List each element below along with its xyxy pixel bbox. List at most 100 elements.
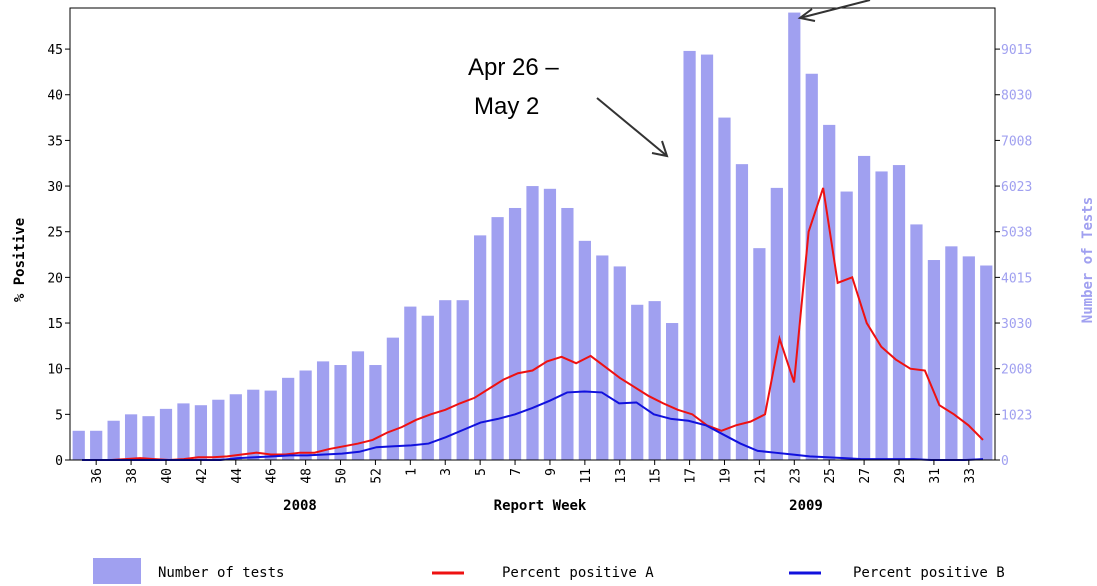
bar (561, 207, 574, 460)
bar (840, 191, 853, 461)
annotation-arrow-top (797, 0, 871, 22)
bar (613, 266, 626, 460)
bar (439, 300, 452, 460)
bar (142, 416, 155, 460)
annotation-arrow (596, 97, 669, 158)
right-tick-label: 6023 (1001, 180, 1032, 195)
bar (369, 365, 382, 460)
bar (247, 389, 260, 460)
bar (159, 408, 173, 460)
x-tick-label: 27 (858, 468, 873, 484)
bar (805, 73, 818, 460)
bar (72, 430, 85, 460)
left-tick-label: 30 (47, 180, 63, 195)
bar (927, 260, 941, 460)
bar (421, 315, 434, 460)
x-tick-label: 9 (544, 468, 559, 476)
left-tick-label: 25 (47, 226, 63, 241)
bar (90, 430, 103, 460)
x-tick-label: 29 (893, 468, 908, 484)
bar (543, 188, 557, 461)
legend-swatch-tests (93, 558, 141, 584)
x-tick-label: 25 (823, 468, 838, 484)
bar (194, 405, 208, 460)
x-axis-title: Report Week (494, 498, 587, 514)
bar (404, 306, 417, 460)
bar (683, 50, 696, 461)
bar (316, 361, 330, 460)
right-tick-label: 3030 (1001, 317, 1032, 332)
bar (892, 165, 906, 460)
x-tick-label: 38 (125, 468, 140, 484)
line-series-b (82, 390, 984, 461)
x-tick-label: 52 (369, 468, 384, 484)
x-tick-label: 5 (474, 468, 489, 476)
bar (107, 420, 120, 460)
x-tick-label: 48 (300, 468, 315, 484)
left-tick-label: 0 (55, 454, 63, 469)
bar (177, 403, 190, 460)
left-axis-ticks: 0 5 10 15 20 25 30 35 40 45 (47, 43, 70, 469)
bar (718, 117, 731, 460)
x-tick-label: 21 (753, 468, 768, 484)
bar (788, 12, 801, 460)
x-tick-label: 44 (230, 468, 245, 484)
bar (578, 240, 591, 460)
right-tick-label: 9015 (1001, 43, 1032, 58)
left-tick-label: 15 (47, 317, 63, 332)
bar (962, 256, 975, 460)
plot-frame (69, 7, 996, 461)
right-tick-label: 2008 (1001, 363, 1032, 378)
legend-label-lineA: Percent positive A (502, 565, 654, 581)
left-axis-title: % Positive (12, 218, 28, 302)
right-axis-ticks: 0 1023 2008 3030 4015 5038 6023 7008 8030 9015 (995, 43, 1032, 469)
bar (823, 124, 836, 460)
bar (334, 365, 347, 460)
bar (526, 186, 539, 460)
bar (212, 399, 225, 460)
left-tick-label: 40 (47, 89, 63, 104)
bar (456, 300, 469, 460)
bar (648, 301, 661, 460)
left-tick-label: 10 (47, 363, 63, 378)
year-label-2008: 2008 (283, 498, 317, 514)
bar (980, 265, 993, 460)
bar (910, 224, 923, 460)
bar (753, 248, 766, 460)
x-tick-label: 17 (684, 468, 699, 484)
x-tick-label: 1 (404, 468, 419, 476)
x-tick-label: 15 (649, 468, 664, 484)
legend-label-tests: Number of tests (158, 565, 284, 581)
axes-layer (69, 7, 996, 461)
right-tick-label: 0 (1001, 454, 1009, 469)
bar (666, 323, 679, 460)
x-tick-label: 36 (90, 468, 105, 484)
x-tick-label: 23 (788, 468, 803, 484)
left-tick-label: 20 (47, 271, 63, 286)
bar (735, 164, 749, 460)
bar (858, 155, 871, 460)
right-tick-label: 5038 (1001, 226, 1032, 241)
right-tick-label: 8030 (1001, 89, 1032, 104)
line-series-a (82, 187, 984, 462)
left-tick-label: 45 (47, 43, 63, 58)
x-tick-label: 11 (579, 468, 594, 484)
x-tick-label: 7 (509, 468, 524, 476)
bar (508, 207, 522, 460)
x-tick-label: 13 (614, 468, 629, 484)
bar (631, 304, 644, 460)
x-tick-label: 40 (160, 468, 175, 484)
right-axis-title: Number of Tests (1080, 197, 1096, 323)
bar (596, 255, 609, 460)
bar (229, 394, 242, 460)
x-tick-label: 33 (963, 468, 978, 484)
annotation-line1: Apr 26 – (468, 54, 559, 81)
bar (351, 351, 365, 460)
bar (945, 246, 958, 460)
x-tick-label: 42 (195, 468, 210, 484)
x-tick-label: 50 (335, 468, 350, 484)
x-axis-ticks: 36 38 40 42 44 46 48 50 52 1 3 5 7 9 11 13 15 17 19 21 23 25 2… (90, 460, 978, 484)
bar (770, 187, 783, 460)
bar (282, 377, 295, 460)
